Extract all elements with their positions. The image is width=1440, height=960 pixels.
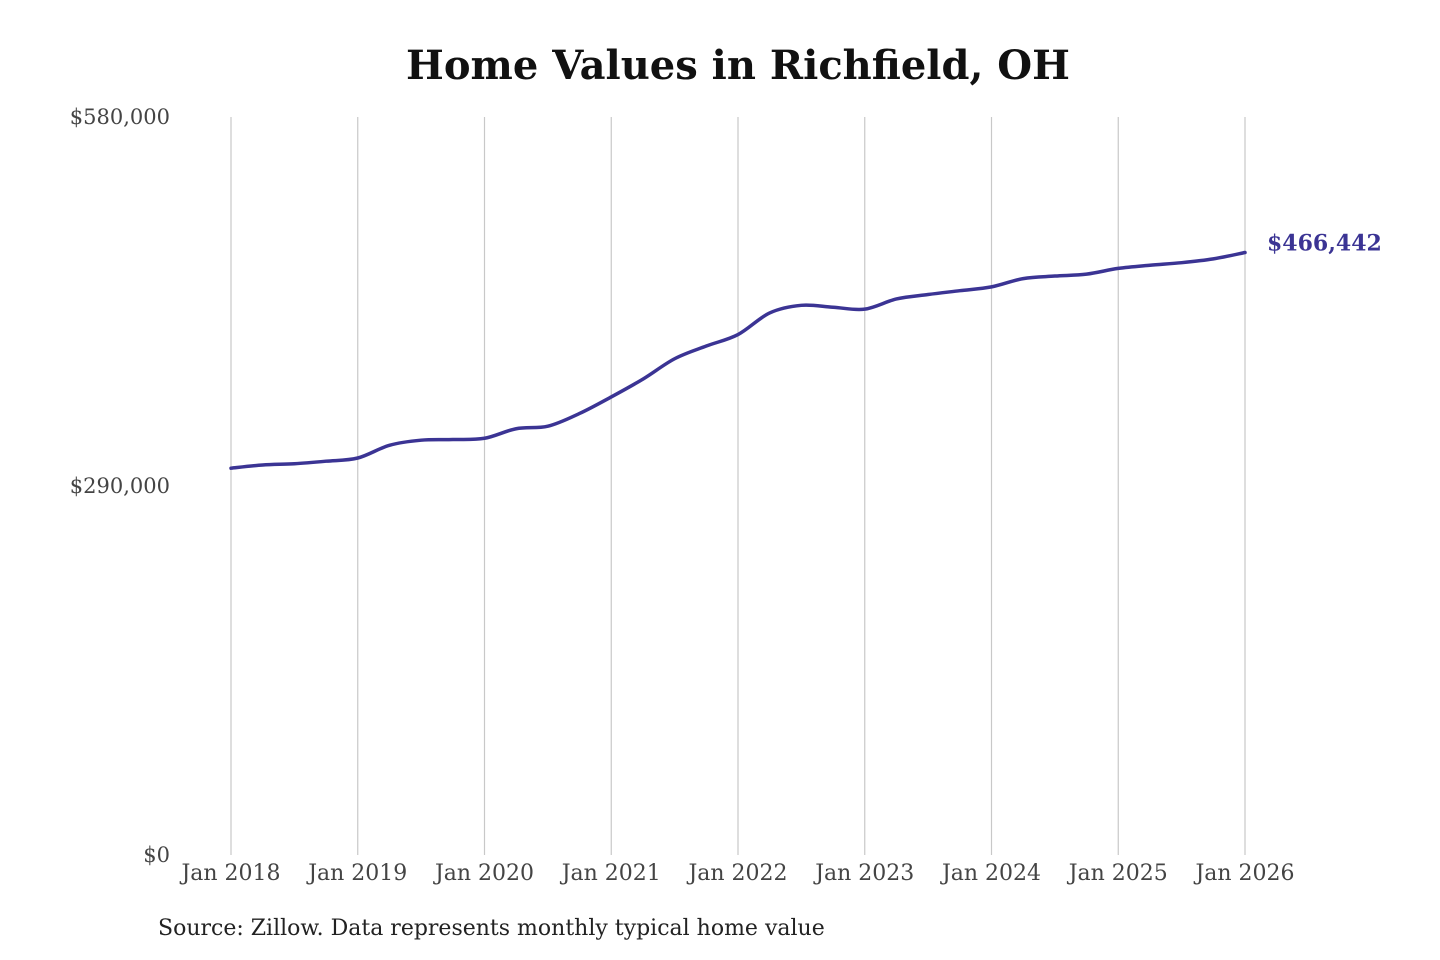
series-layer bbox=[229, 250, 1247, 470]
y-tick-label-2: $0 bbox=[143, 843, 170, 867]
chart-title: Home Values in Richfield, OH bbox=[406, 42, 1070, 89]
x-tick-label-0: Jan 2018 bbox=[179, 861, 280, 886]
y-tick-label-0: $580,000 bbox=[70, 105, 170, 129]
vertical-gridlines bbox=[230, 117, 1246, 855]
x-tick-label-5: Jan 2023 bbox=[813, 861, 914, 886]
y-tick-label-1: $290,000 bbox=[70, 474, 170, 498]
series-line-0 bbox=[229, 250, 1247, 470]
x-tick-label-6: Jan 2024 bbox=[940, 861, 1041, 886]
x-tick-label-2: Jan 2020 bbox=[433, 861, 534, 886]
x-tick-label-4: Jan 2022 bbox=[686, 861, 787, 886]
x-tick-label-1: Jan 2019 bbox=[306, 861, 407, 886]
x-axis-tick-labels: Jan 2018 Jan 2019 Jan 2020 Jan 2021 Jan 2022… bbox=[179, 861, 1294, 886]
last-value-label: $466,442 bbox=[1267, 231, 1382, 257]
x-tick-label-7: Jan 2025 bbox=[1067, 861, 1168, 886]
x-tick-label-3: Jan 2021 bbox=[560, 861, 661, 886]
y-axis-tick-labels: $580,000 $290,000 $0 bbox=[70, 105, 170, 867]
x-tick-label-8: Jan 2026 bbox=[1193, 861, 1294, 886]
chart-source-note: Source: Zillow. Data represents monthly … bbox=[158, 916, 825, 941]
